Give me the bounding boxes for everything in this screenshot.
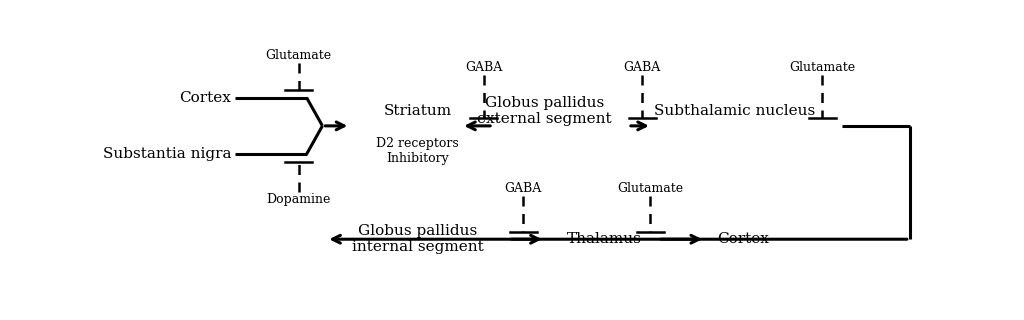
Text: Glutamate: Glutamate — [617, 182, 683, 195]
Text: Globus pallidus
external segment: Globus pallidus external segment — [477, 96, 612, 126]
Text: Dopamine: Dopamine — [266, 193, 331, 206]
Text: Striatum: Striatum — [384, 104, 452, 118]
Text: Cortex: Cortex — [717, 232, 769, 246]
Text: GABA: GABA — [465, 61, 502, 75]
Text: Glutamate: Glutamate — [790, 61, 855, 75]
Text: D2 receptors
Inhibitory: D2 receptors Inhibitory — [376, 137, 459, 164]
Text: Substantia nigra: Substantia nigra — [102, 147, 231, 161]
Text: Thalamus: Thalamus — [566, 232, 642, 246]
Text: Subthalamic nucleus: Subthalamic nucleus — [654, 104, 816, 118]
Text: GABA: GABA — [505, 182, 542, 195]
Text: Cortex: Cortex — [179, 91, 231, 105]
Text: Glutamate: Glutamate — [265, 49, 332, 62]
Text: GABA: GABA — [624, 61, 660, 75]
Text: Globus pallidus
internal segment: Globus pallidus internal segment — [352, 224, 483, 254]
